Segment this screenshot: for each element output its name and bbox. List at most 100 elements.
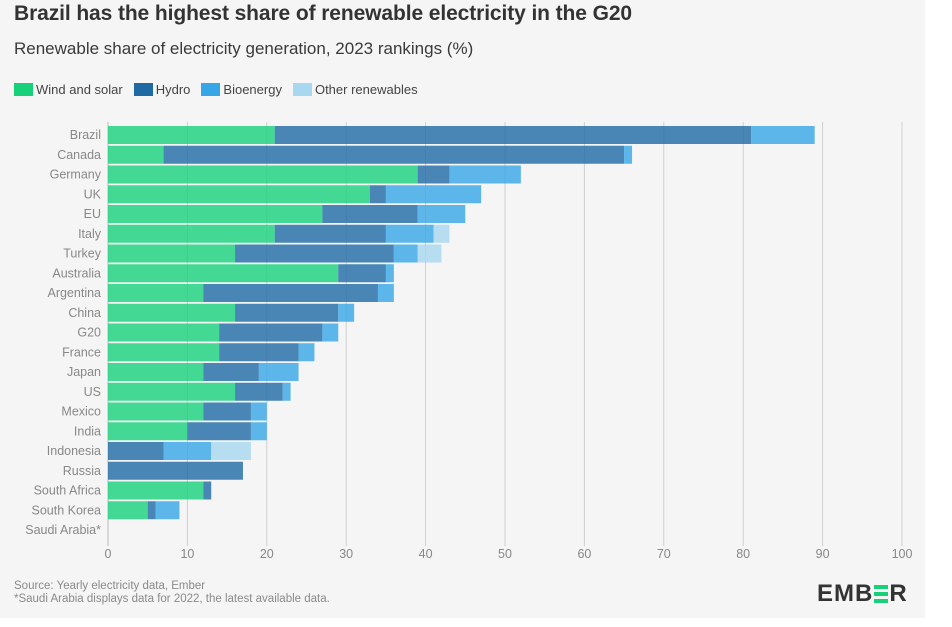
y-category-label: Italy (78, 227, 102, 241)
legend-label: Other renewables (314, 82, 418, 97)
y-category-label: Russia (63, 464, 101, 478)
bar-segment-wind-and-solar (108, 422, 188, 441)
y-category-label: South Africa (34, 484, 101, 498)
y-category-label: US (84, 385, 101, 399)
bar-segment-other-renewables (433, 224, 450, 243)
bar-segment-bioenergy (163, 442, 212, 460)
bar-segment-bioenergy (449, 165, 521, 184)
legend-label: Wind and solar (36, 82, 123, 97)
bar-segment-wind-and-solar (108, 501, 148, 520)
bar-segment-hydro (417, 165, 450, 184)
bar-segment-bioenergy (282, 382, 291, 401)
bar-segment-wind-and-solar (108, 402, 204, 421)
y-category-label: Brazil (70, 128, 101, 142)
y-category-label: Mexico (61, 405, 101, 419)
x-tick-label: 20 (260, 547, 274, 561)
source-note: Source: Yearly electricity data, Ember *… (14, 580, 330, 606)
bar-segment-bioenergy (417, 205, 466, 223)
bar-segment-bioenergy (250, 422, 267, 441)
bar-segment-bioenergy (377, 284, 394, 302)
y-category-label: Germany (50, 168, 102, 182)
bar-segment-hydro (108, 461, 243, 480)
chart-title: Brazil has the highest share of renewabl… (14, 2, 632, 25)
bar-segment-hydro (235, 382, 283, 401)
bar-segment-bioenergy (250, 402, 267, 421)
legend-item-bioenergy[interactable]: Bioenergy (201, 82, 282, 97)
bar-segment-hydro (187, 422, 251, 441)
x-tick-label: 30 (339, 547, 353, 561)
x-tick-label: 50 (498, 547, 512, 561)
legend-item-wind-solar[interactable]: Wind and solar (14, 82, 123, 97)
legend-swatch-other (292, 83, 312, 96)
bar-segment-wind-and-solar (108, 185, 371, 204)
y-category-label: UK (84, 187, 102, 201)
bar-segment-wind-and-solar (108, 363, 204, 381)
y-axis-labels: Brazil Canada Germany UK EU Italy Turkey Austra… (25, 128, 102, 537)
legend-label: Hydro (155, 82, 191, 97)
y-category-label: Canada (57, 148, 101, 162)
y-category-label: Japan (67, 365, 101, 379)
logo-text-left: EMB (817, 580, 874, 607)
legend-item-other[interactable]: Other renewables (292, 82, 418, 97)
y-category-label: South Korea (32, 503, 102, 517)
bar-segment-hydro (235, 244, 394, 263)
bars (108, 126, 815, 520)
bar-segment-wind-and-solar (108, 323, 220, 342)
bar-segment-bioenergy (624, 145, 633, 164)
chart-subtitle: Renewable share of electricity generatio… (14, 39, 474, 58)
x-tick-label: 60 (577, 547, 591, 561)
logo-text-right: R (889, 580, 908, 607)
y-category-label: Saudi Arabia* (25, 523, 101, 537)
source-line: Source: Yearly electricity data, Ember (14, 580, 206, 592)
x-tick-label: 40 (419, 547, 433, 561)
bar-segment-hydro (147, 501, 156, 520)
bar-segment-wind-and-solar (108, 205, 323, 223)
y-category-label: France (62, 345, 101, 359)
bar-segment-hydro (108, 442, 164, 460)
bar-segment-wind-and-solar (108, 244, 236, 263)
x-tick-label: 90 (816, 547, 830, 561)
bar-segment-wind-and-solar (108, 145, 164, 164)
logo-e-glyph (874, 585, 889, 603)
bar-segment-hydro (235, 303, 339, 322)
x-tick-label: 10 (180, 547, 194, 561)
bar-segment-bioenergy (155, 501, 180, 520)
x-tick-label: 70 (657, 547, 671, 561)
x-tick-label: 0 (105, 547, 112, 561)
bar-segment-bioenergy (385, 224, 434, 243)
y-category-label: Australia (52, 266, 101, 280)
bar-segment-hydro (274, 224, 386, 243)
y-category-label: China (68, 306, 101, 320)
bar-segment-bioenergy (298, 343, 315, 362)
bar-segment-bioenergy (322, 323, 339, 342)
bar-segment-wind-and-solar (108, 284, 204, 302)
bar-segment-hydro (203, 284, 378, 302)
legend-swatch-hydro (133, 83, 153, 96)
x-tick-label: 100 (892, 547, 913, 561)
y-category-label: EU (84, 207, 101, 221)
bar-segment-other-renewables (417, 244, 442, 263)
footnote-line: *Saudi Arabia displays data for 2022, th… (14, 593, 330, 605)
legend-item-hydro[interactable]: Hydro (133, 82, 191, 97)
bar-segment-bioenergy (338, 303, 355, 322)
bar-segment-hydro (338, 264, 386, 283)
y-category-label: Indonesia (47, 444, 101, 458)
bar-segment-hydro (203, 481, 212, 500)
legend-swatch-wind-solar (14, 83, 33, 96)
bar-segment-wind-and-solar (108, 224, 275, 243)
bar-chart: Brazil Canada Germany UK EU Italy Turkey Austra… (25, 122, 913, 561)
legend-swatch-bioenergy (201, 83, 221, 96)
bar-segment-wind-and-solar (108, 126, 275, 144)
bar-segment-hydro (219, 323, 323, 342)
y-category-label: G20 (77, 326, 101, 340)
bar-segment-wind-and-solar (108, 303, 236, 322)
ember-logo: EMB R (817, 580, 908, 608)
bar-segment-hydro (274, 126, 752, 144)
y-category-label: India (74, 424, 101, 438)
y-category-label: Turkey (63, 247, 101, 261)
bar-segment-bioenergy (258, 363, 299, 381)
x-tick-label: 80 (736, 547, 750, 561)
bar-segment-hydro (219, 343, 299, 362)
bar-segment-wind-and-solar (108, 264, 339, 283)
bar-segment-wind-and-solar (108, 382, 236, 401)
